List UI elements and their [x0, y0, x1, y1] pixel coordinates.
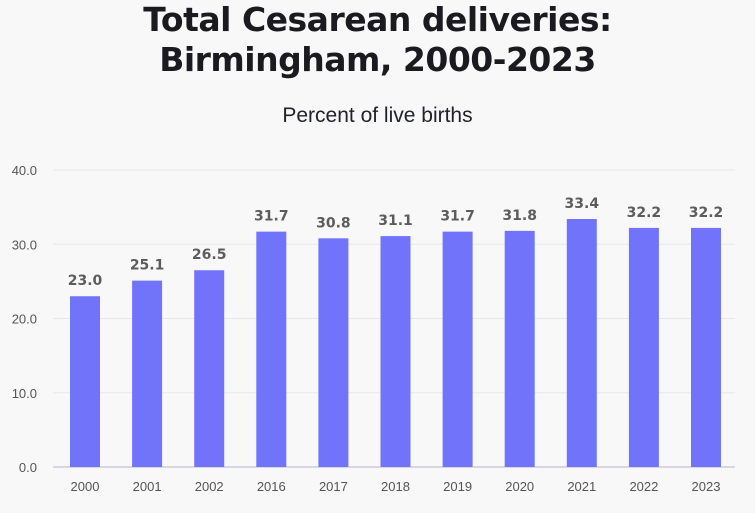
y-tick-label: 20.0 [12, 312, 37, 327]
x-tick-label: 2018 [381, 479, 410, 494]
data-label: 25.1 [130, 258, 165, 274]
y-tick-label: 10.0 [12, 386, 37, 401]
data-label: 33.4 [565, 196, 600, 212]
data-label: 32.2 [627, 205, 662, 221]
x-tick-label: 2019 [443, 479, 472, 494]
data-label: 31.7 [440, 209, 475, 225]
x-tick-label: 2002 [195, 479, 224, 494]
chart-subtitle: Percent of live births [282, 104, 473, 127]
bar [70, 296, 100, 467]
y-tick-label: 40.0 [12, 163, 37, 178]
data-label: 32.2 [689, 205, 724, 221]
x-tick-label: 2017 [319, 479, 348, 494]
x-tick-label: 2000 [71, 479, 100, 494]
data-label: 30.8 [316, 215, 351, 231]
data-label: 31.8 [502, 208, 537, 224]
bar [442, 231, 473, 467]
x-tick-label: 2022 [629, 479, 658, 494]
chart-title: Total Cesarean deliveries: Birmingham, 2… [0, 0, 755, 80]
data-label: 31.1 [378, 213, 413, 229]
x-tick-label: 2021 [567, 479, 596, 494]
bar [318, 238, 349, 467]
bar [504, 230, 535, 467]
x-tick-label: 2016 [257, 479, 286, 494]
bar [380, 236, 411, 467]
bar [628, 227, 659, 467]
bar [194, 270, 225, 467]
title-line-1: Total Cesarean deliveries: [143, 0, 612, 39]
y-tick-label: 0.0 [19, 460, 37, 475]
title-line-2: Birmingham, 2000-2023 [159, 40, 596, 79]
bar [691, 227, 721, 467]
x-tick-label: 2001 [133, 479, 162, 494]
bar [256, 231, 287, 467]
data-label: 23.0 [68, 273, 103, 289]
x-tick-label: 2023 [692, 479, 721, 494]
data-label: 26.5 [192, 247, 227, 263]
data-label: 31.7 [254, 209, 289, 225]
y-tick-label: 30.0 [12, 237, 37, 252]
bar [566, 219, 597, 467]
x-tick-label: 2020 [505, 479, 534, 494]
bar [132, 280, 163, 467]
